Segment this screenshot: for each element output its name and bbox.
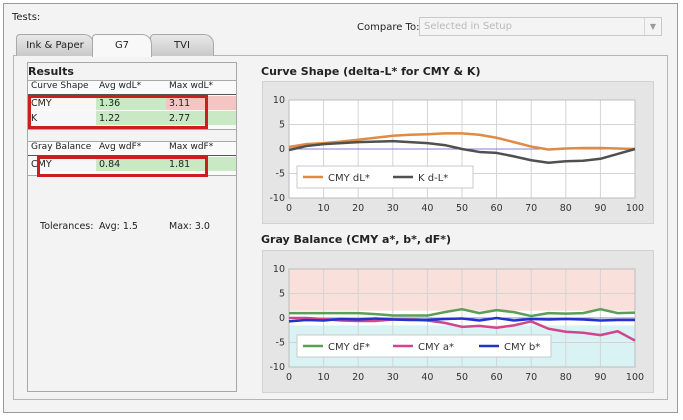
gray-balance-chart-title: Gray Balance (CMY a*, b*, dF*): [261, 233, 452, 246]
tolerance-avg: Avg: 1.5: [99, 221, 138, 232]
x-tick-label: 20: [352, 203, 364, 214]
chevron-down-icon[interactable]: ▼: [644, 18, 661, 35]
curve-shape-table: Curve Shape Avg wdL* Max wdL* CMY 1.36 3…: [27, 80, 237, 130]
legend-label: CMY b*: [504, 342, 540, 353]
tab-ink-paper[interactable]: Ink & Paper: [16, 34, 94, 56]
curve-shape-highlight: [28, 95, 208, 129]
legend-label: CMY dF*: [328, 342, 370, 353]
legend-label: K d-L*: [418, 173, 448, 184]
x-tick-label: 70: [525, 203, 537, 214]
y-tick-label: 0: [279, 313, 285, 324]
tests-label: Tests:: [12, 12, 41, 23]
x-tick-label: 100: [626, 372, 644, 383]
y-tick-label: -10: [269, 193, 285, 204]
y-tick-label: -5: [276, 338, 285, 349]
curve-shape-chart-title: Curve Shape (delta-L* for CMY & K): [261, 65, 481, 78]
series-line-cmy-a-: [289, 316, 636, 342]
y-tick-label: -5: [276, 169, 285, 180]
series-line-cmy-df-: [289, 307, 636, 318]
max-wdf-header: Max wdF*: [169, 142, 214, 152]
y-tick-label: 10: [273, 95, 285, 106]
avg-wdf-cmy: 0.84: [96, 157, 166, 171]
series-line-k-d-l-: [288, 139, 636, 164]
tab-tvi[interactable]: TVI: [150, 34, 214, 56]
x-tick-label: 20: [352, 372, 364, 383]
row-label-cmy-gray: CMY: [28, 157, 96, 171]
y-tick-label: 10: [273, 264, 285, 275]
x-tick-label: 30: [387, 372, 399, 383]
x-tick-label: 80: [560, 203, 572, 214]
max-wdl-cmy: 3.11: [166, 96, 236, 110]
y-tick-label: 5: [279, 289, 285, 300]
x-tick-label: 40: [421, 203, 433, 214]
tolerances-label: Tolerances:: [40, 221, 94, 232]
gray-balance-highlight: [37, 156, 208, 177]
x-tick-label: 60: [491, 372, 503, 383]
x-tick-label: 80: [560, 372, 572, 383]
curve-shape-chart: 0 10 20 30 40 50 60 70 80 90 100 10 5 0 -5 -10 CMY dL* K …: [262, 81, 654, 224]
avg-wdf-header: Avg wdF*: [99, 142, 142, 152]
row-label-cmy: CMY: [28, 96, 96, 110]
avg-wdl-k: 1.22: [96, 111, 166, 125]
curve-shape-header: Curve Shape: [31, 81, 89, 91]
x-tick-label: 100: [626, 203, 644, 214]
y-tick-label: 0: [279, 144, 285, 155]
series-line-cmy-dl-: [288, 132, 636, 151]
row-label-k: K: [28, 111, 96, 125]
tolerance-max: Max: 3.0: [169, 221, 210, 232]
legend-box: [296, 334, 552, 358]
tab-g7[interactable]: G7: [92, 34, 152, 57]
gray-balance-chart: 0 10 20 30 40 50 60 70 80 90 100 10 5 0 -5 -10 CMY dF* CM…: [262, 250, 654, 393]
x-tick-label: 10: [318, 372, 330, 383]
x-tick-label: 90: [594, 203, 606, 214]
max-wdl-header: Max wdL*: [169, 81, 214, 91]
compare-to-select[interactable]: Selected in Setup ▼: [419, 17, 662, 36]
x-tick-label: 70: [525, 372, 537, 383]
avg-wdl-cmy: 1.36: [96, 96, 166, 110]
legend-label: CMY dL*: [328, 173, 370, 184]
series-line-cmy-b-: [288, 316, 635, 323]
max-wdl-k: 2.77: [166, 111, 236, 125]
x-tick-label: 0: [286, 203, 292, 214]
avg-wdl-header: Avg wdL*: [99, 81, 142, 91]
y-tick-label: 5: [279, 120, 285, 131]
x-tick-label: 10: [318, 203, 330, 214]
x-tick-label: 50: [456, 372, 468, 383]
compare-to-value: Selected in Setup: [424, 21, 512, 32]
compare-to-label: Compare To:: [357, 22, 420, 33]
legend-label: CMY a*: [418, 342, 454, 353]
x-tick-label: 40: [421, 372, 433, 383]
max-wdf-cmy: 1.81: [166, 157, 236, 171]
legend-box: [296, 165, 474, 189]
results-title: Results: [28, 65, 74, 78]
gray-balance-header: Gray Balance: [31, 142, 92, 152]
x-tick-label: 50: [456, 203, 468, 214]
y-tick-label: -10: [269, 362, 285, 373]
x-tick-label: 0: [286, 372, 292, 383]
x-tick-label: 90: [594, 372, 606, 383]
x-tick-label: 30: [387, 203, 399, 214]
x-tick-label: 60: [491, 203, 503, 214]
